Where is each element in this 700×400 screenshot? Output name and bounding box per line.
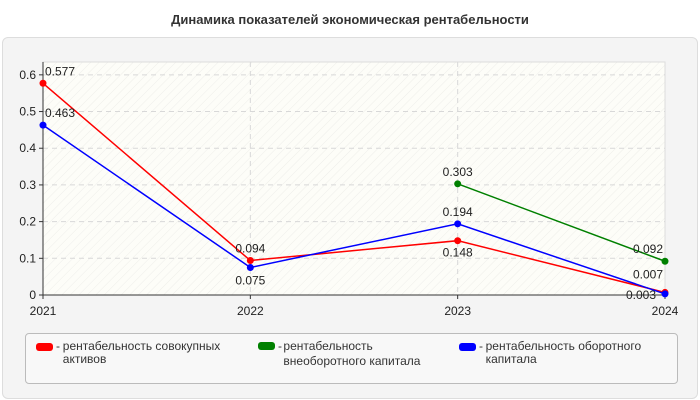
legend-swatch-green bbox=[258, 342, 275, 350]
plot-area bbox=[42, 61, 666, 296]
legend-dash: - bbox=[479, 339, 483, 366]
line-chart: 0 0.1 0.2 0.3 0.4 0.5 0.6 2021 2022 2023 2024 0.577… bbox=[19, 61, 679, 318]
data-point bbox=[39, 79, 47, 87]
y-tick-label: 0.2 bbox=[19, 215, 36, 229]
data-label: 0.007 bbox=[633, 267, 663, 281]
y-tick-label: 0.6 bbox=[19, 68, 36, 82]
y-tick-label: 0 bbox=[29, 288, 36, 302]
legend-dash: - bbox=[278, 339, 282, 368]
data-label: 0.092 bbox=[633, 242, 663, 256]
legend-item-total-assets: - рентабельность совокупных активов bbox=[36, 340, 251, 366]
data-label: 0.303 bbox=[443, 165, 473, 179]
data-point bbox=[661, 290, 669, 298]
x-tick-label: 2023 bbox=[444, 304, 471, 318]
data-point bbox=[454, 237, 462, 245]
data-label: 0.194 bbox=[443, 205, 473, 219]
legend-dash: - bbox=[56, 339, 60, 366]
chart-title: Динамика показателей экономическая рента… bbox=[171, 12, 529, 27]
legend-swatch-red bbox=[36, 343, 53, 351]
legend-item-working-capital: - рентабельность оборотного капитала bbox=[459, 340, 674, 366]
x-tick-label: 2022 bbox=[237, 304, 264, 318]
data-point bbox=[454, 180, 462, 188]
data-label: 0.003 bbox=[626, 288, 656, 302]
data-point bbox=[246, 263, 254, 271]
data-label: 0.094 bbox=[235, 242, 265, 256]
legend-label: рентабельность совокупных активов bbox=[62, 339, 221, 366]
data-point bbox=[39, 121, 47, 129]
y-tick-label: 0.1 bbox=[19, 251, 36, 265]
data-point bbox=[246, 257, 254, 265]
data-point bbox=[454, 220, 462, 228]
series-line bbox=[457, 183, 666, 262]
x-tick-label: 2021 bbox=[30, 304, 57, 318]
y-tick-label: 0.4 bbox=[19, 141, 36, 155]
legend-item-noncurrent-capital: - рентабельность внеоборотного капитала bbox=[258, 339, 453, 369]
data-label: 0.577 bbox=[45, 64, 75, 78]
y-tick-label: 0.5 bbox=[19, 105, 36, 119]
legend-label: рентабельность внеоборотного капитала bbox=[283, 339, 421, 368]
series-line bbox=[42, 82, 666, 294]
data-label: 0.463 bbox=[45, 106, 75, 120]
data-label: 0.148 bbox=[443, 246, 473, 260]
x-tick-label: 2024 bbox=[652, 304, 679, 318]
data-point bbox=[661, 257, 669, 265]
data-label: 0.075 bbox=[235, 273, 265, 287]
legend-label: рентабельность оборотного капитала bbox=[485, 339, 642, 366]
series-line bbox=[42, 124, 666, 295]
chart-legend: - рентабельность совокупных активов - ре… bbox=[25, 333, 678, 384]
y-tick-label: 0.3 bbox=[19, 178, 36, 192]
legend-swatch-blue bbox=[459, 343, 476, 351]
